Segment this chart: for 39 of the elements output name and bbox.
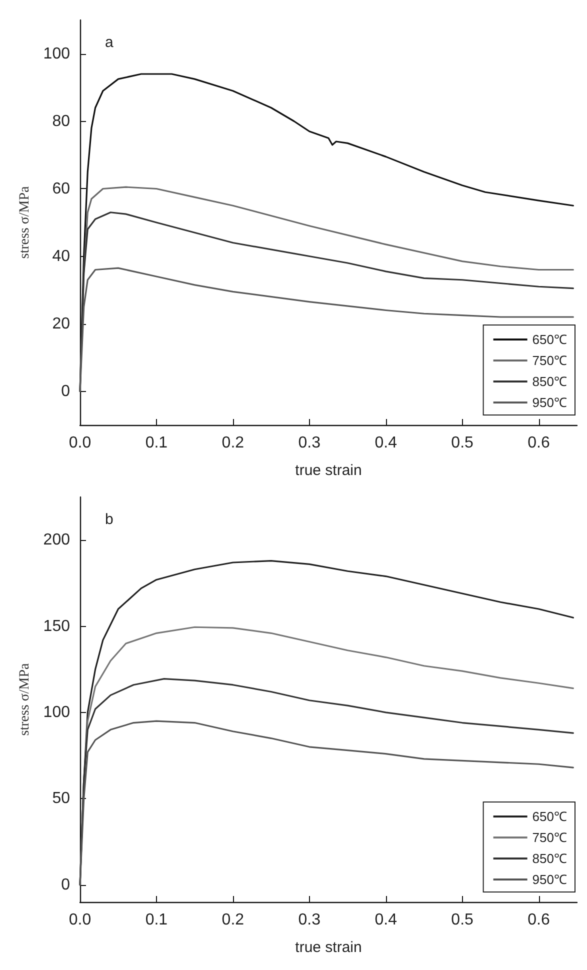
x-tick-label: 0.3 [298, 912, 321, 928]
y-tick-label: 200 [43, 532, 70, 549]
y-tick-label: 50 [52, 790, 70, 808]
y-tick-label: 40 [52, 248, 70, 265]
x-tick-label: 0.5 [451, 912, 474, 928]
x-tick-label: 0.4 [374, 434, 398, 452]
x-tick-label: 0.2 [222, 434, 244, 452]
legend-label: 650℃ [532, 809, 568, 824]
x-tick-label: 0.3 [298, 434, 321, 452]
y-tick-label: 100 [43, 45, 70, 62]
legend-label: 850℃ [532, 374, 568, 389]
y-tick-label: 20 [52, 315, 70, 332]
x-tick-label: 0.5 [451, 434, 474, 452]
x-axis-title: true strain [295, 939, 362, 956]
x-tick-label: 0.2 [222, 912, 244, 928]
x-axis-title: true strain [295, 462, 362, 479]
legend-label: 850℃ [532, 851, 568, 866]
x-tick-label: 0.6 [528, 434, 550, 452]
y-tick-label: 80 [52, 112, 70, 130]
legend-label: 950℃ [532, 872, 568, 887]
text: b [105, 511, 114, 528]
y-tick-label: 0 [61, 382, 70, 400]
legend-label: 650℃ [532, 332, 568, 347]
y-tick-label: 150 [43, 618, 70, 635]
legend-label: 950℃ [532, 395, 568, 410]
x-tick-label: 0.1 [145, 912, 168, 928]
y-tick-label: 0 [61, 876, 70, 894]
x-tick-label: 0.0 [68, 912, 92, 928]
x-tick-label: 0.0 [68, 434, 92, 452]
y-tick-label: 100 [43, 704, 70, 721]
x-tick-label: 0.6 [528, 912, 550, 928]
text: a [105, 34, 114, 51]
y-axis-title: stress σ/MPa [18, 185, 32, 259]
legend-label: 750℃ [532, 830, 568, 845]
legend-label: 750℃ [532, 353, 568, 368]
x-tick-label: 0.4 [374, 912, 398, 928]
x-tick-label: 0.1 [145, 434, 168, 452]
y-tick-label: 60 [52, 180, 70, 198]
y-axis-title: stress σ/MPa [18, 662, 32, 736]
